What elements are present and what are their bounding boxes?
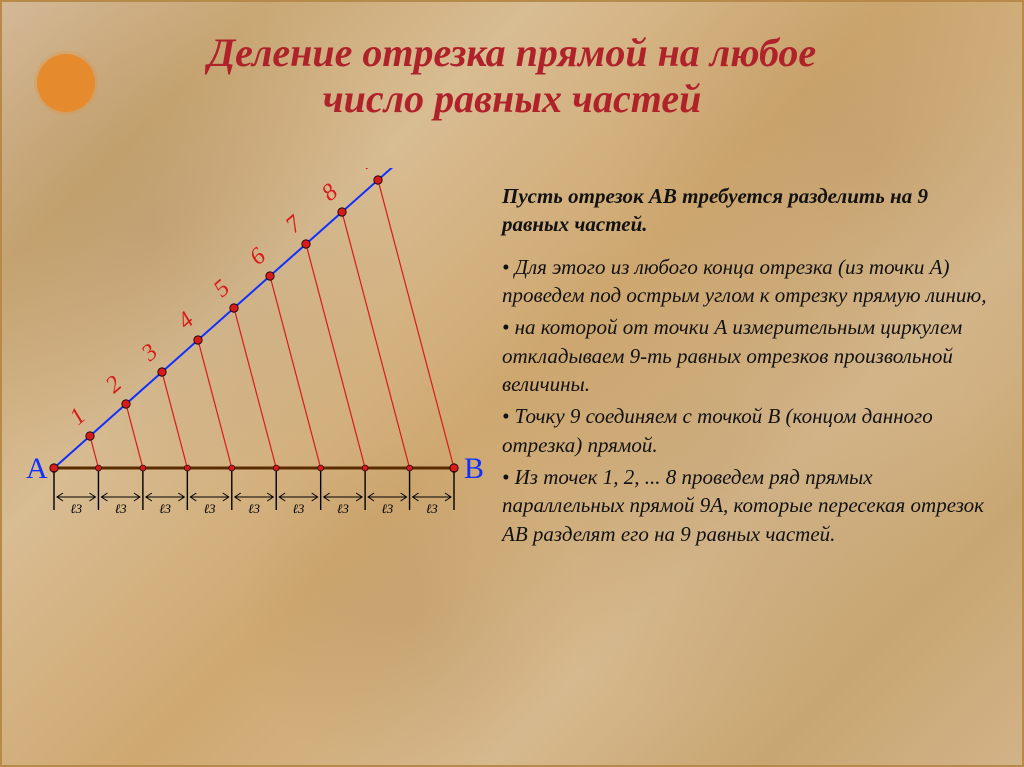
bullet-item: на которой от точки А измерительным цирк… bbox=[502, 313, 992, 398]
svg-text:1: 1 bbox=[65, 403, 91, 430]
bullet-item: Точку 9 соединяем с точкой В (концом дан… bbox=[502, 402, 992, 459]
page-title: Деление отрезка прямой на любое число ра… bbox=[102, 30, 922, 122]
bullet-list: Для этого из любого конца отрезка (из то… bbox=[502, 253, 992, 548]
svg-text:ℓ3: ℓ3 bbox=[248, 501, 260, 516]
accent-dot bbox=[37, 54, 95, 112]
svg-text:ℓ3: ℓ3 bbox=[381, 501, 393, 516]
svg-text:B: B bbox=[464, 452, 484, 485]
svg-text:3: 3 bbox=[136, 339, 163, 367]
svg-text:ℓ3: ℓ3 bbox=[292, 501, 304, 516]
svg-text:4: 4 bbox=[173, 307, 199, 334]
svg-text:2: 2 bbox=[101, 371, 127, 398]
svg-text:9: 9 bbox=[353, 168, 379, 175]
title-line-2: число равных частей bbox=[323, 76, 702, 121]
svg-text:ℓ3: ℓ3 bbox=[204, 501, 216, 516]
svg-text:5: 5 bbox=[209, 275, 235, 302]
title-line-1: Деление отрезка прямой на любое bbox=[208, 30, 816, 75]
svg-text:A: A bbox=[26, 452, 48, 485]
svg-text:ℓ3: ℓ3 bbox=[159, 501, 171, 516]
body-text: Пусть отрезок АВ требуется разделить на … bbox=[502, 182, 992, 552]
svg-text:ℓ3: ℓ3 bbox=[426, 501, 438, 516]
geometry-figure: 12345678 9 ℓ3 ℓ3 ℓ3 ℓ3 ℓ3 ℓ3 ℓ3 ℓ3 ℓ3 A B bbox=[14, 168, 494, 568]
svg-text:7: 7 bbox=[281, 210, 308, 238]
svg-text:ℓ3: ℓ3 bbox=[337, 501, 349, 516]
svg-text:ℓ3: ℓ3 bbox=[70, 501, 82, 516]
svg-text:ℓ3: ℓ3 bbox=[115, 501, 127, 516]
intro-text: Пусть отрезок АВ требуется разделить на … bbox=[502, 184, 928, 236]
bullet-item: Из точек 1, 2, ... 8 проведем ряд прямых… bbox=[502, 463, 992, 548]
svg-text:6: 6 bbox=[245, 243, 271, 270]
bullet-item: Для этого из любого конца отрезка (из то… bbox=[502, 253, 992, 310]
svg-text:8: 8 bbox=[317, 179, 343, 206]
